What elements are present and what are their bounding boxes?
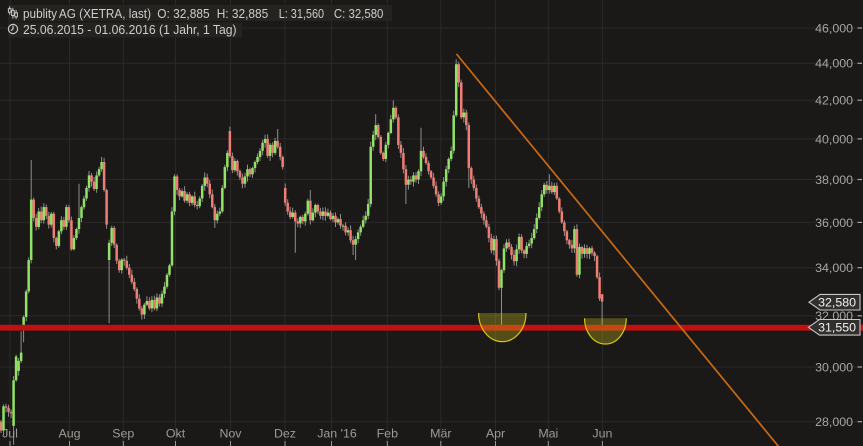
svg-text:46,000: 46,000 <box>815 21 853 35</box>
svg-text:L: 31,560: L: 31,560 <box>279 6 324 21</box>
svg-text:Aug: Aug <box>58 427 80 441</box>
svg-text:25.06.2015 - 01.06.2016 (1 Jah: 25.06.2015 - 01.06.2016 (1 Jahr, 1 Tag) <box>23 22 237 37</box>
svg-text:Mai: Mai <box>538 427 558 441</box>
svg-text:40,000: 40,000 <box>815 132 853 146</box>
svg-text:36,000: 36,000 <box>815 216 853 230</box>
svg-text:Jun: Jun <box>592 427 612 441</box>
svg-text:C: 32,580: C: 32,580 <box>334 6 384 21</box>
svg-text:32,580: 32,580 <box>818 296 856 310</box>
svg-text:O: 32,885: O: 32,885 <box>157 6 209 21</box>
svg-text:31,550: 31,550 <box>818 321 856 335</box>
svg-text:Sep: Sep <box>112 427 134 441</box>
svg-text:Okt: Okt <box>166 427 186 441</box>
svg-text:28,000: 28,000 <box>815 415 853 429</box>
svg-text:Apr: Apr <box>486 427 505 441</box>
svg-text:30,000: 30,000 <box>815 360 853 374</box>
svg-text:Mär: Mär <box>430 427 451 441</box>
svg-text:H: 32,885: H: 32,885 <box>217 6 269 21</box>
svg-text:34,000: 34,000 <box>815 261 853 275</box>
svg-text:Jan '16: Jan '16 <box>317 427 357 441</box>
svg-text:38,000: 38,000 <box>815 173 853 187</box>
svg-text:publity AG (XETRA, last): publity AG (XETRA, last) <box>23 6 151 21</box>
svg-text:Nov: Nov <box>219 427 242 441</box>
svg-text:Feb: Feb <box>377 427 398 441</box>
svg-text:Dez: Dez <box>274 427 296 441</box>
svg-text:42,000: 42,000 <box>815 94 853 108</box>
svg-text:Jul: Jul <box>2 427 18 441</box>
svg-text:44,000: 44,000 <box>815 57 853 71</box>
